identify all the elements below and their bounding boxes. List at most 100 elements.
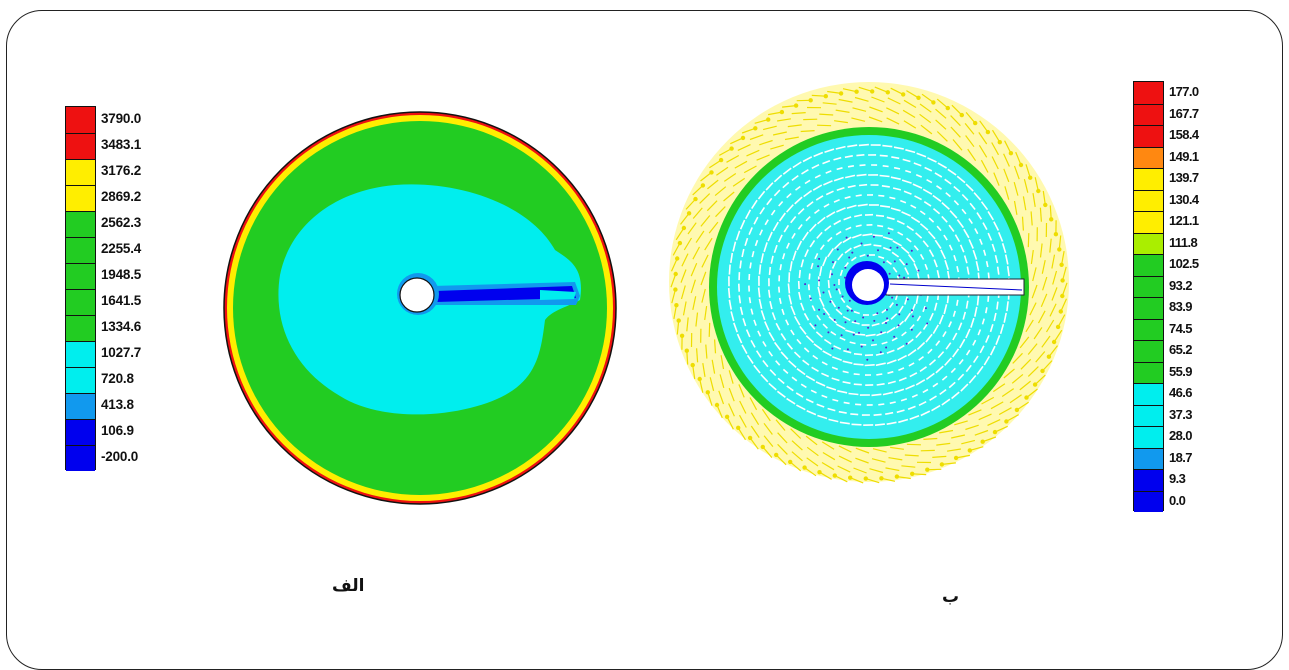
vector-streak (865, 365, 875, 366)
hub-vector-dot (818, 258, 820, 260)
vector-arrowhead (682, 226, 686, 230)
hub-vector-dot (873, 320, 875, 322)
vector-arrow (817, 125, 831, 126)
vector-arrowhead (729, 146, 733, 150)
hub-vector-dot (848, 257, 850, 259)
vector-streak (997, 302, 998, 310)
vector-arrowhead (1004, 419, 1008, 423)
hub-vector-dot (837, 249, 839, 251)
vector-streak (859, 145, 869, 146)
hub-vector-dot (854, 320, 856, 322)
hub-vector-dot (906, 263, 908, 265)
vector-streak (874, 414, 882, 415)
hub-vector-dot (818, 309, 820, 311)
vector-arrowhead (794, 103, 798, 107)
vector-streak (859, 185, 867, 186)
vector-arrowhead (973, 121, 977, 125)
hub-vector-dot (831, 273, 833, 275)
shaft-hole (400, 278, 434, 312)
velocity-plot-b (669, 82, 1069, 483)
vector-arrowhead (706, 390, 710, 394)
hub-vector-dot (846, 237, 848, 239)
hub-vector-dot (883, 261, 885, 263)
hub-vector-dot (810, 298, 812, 300)
vector-arrowhead (753, 126, 757, 130)
vector-arrowhead (715, 403, 719, 407)
vector-arrowhead (1054, 232, 1058, 236)
hub-vector-dot (823, 313, 825, 315)
vector-streak (880, 176, 890, 177)
vector-arrowhead (677, 318, 681, 322)
vector-streak (882, 186, 890, 187)
vector-streak (860, 165, 866, 166)
vector-arrowhead (824, 94, 828, 98)
hub-vector-dot (898, 324, 900, 326)
vector-arrowhead (901, 92, 905, 96)
vector-arrowhead (1009, 151, 1013, 155)
hub-vector-dot (845, 321, 847, 323)
hub-vector-dot (838, 307, 840, 309)
vector-arrowhead (691, 363, 695, 367)
vector-streak (855, 334, 865, 335)
hub-vector-dot (861, 243, 863, 245)
vector-streak (863, 244, 871, 245)
vector-arrowhead (1060, 278, 1064, 282)
vector-arrowhead (766, 117, 770, 121)
vector-streak (809, 274, 810, 280)
vector-streak (874, 245, 882, 246)
vector-streak (854, 364, 864, 365)
vector-streak (788, 284, 789, 294)
vector-arrowhead (1047, 355, 1051, 359)
hub-vector-dot (907, 298, 909, 300)
vector-arrowhead (879, 476, 883, 480)
vector-streak (878, 404, 884, 405)
vector-arrowhead (870, 89, 874, 93)
vector-streak (998, 267, 999, 275)
vector-streak (760, 265, 761, 275)
vector-streak (957, 300, 958, 306)
vector-arrowhead (1056, 325, 1060, 329)
vector-arrowhead (848, 476, 852, 480)
hub-vector-dot (888, 232, 890, 234)
vector-streak (854, 374, 860, 375)
hub-vector-dot (911, 309, 913, 311)
hub-vector-dot (866, 359, 868, 361)
vector-arrowhead (673, 287, 677, 291)
hub-vector-dot (872, 339, 874, 341)
hub-vector-dot (804, 283, 806, 285)
hub-vector-dot (844, 267, 846, 269)
hub-vector-dot (853, 334, 855, 336)
vector-streak (986, 307, 987, 313)
contour-plots (0, 0, 1289, 645)
vector-streak (844, 402, 850, 403)
vector-arrowhead (968, 448, 972, 452)
vector-streak (779, 287, 780, 293)
vector-streak (875, 424, 885, 425)
hub-vector-dot (836, 288, 838, 290)
vector-streak (876, 215, 884, 216)
vector-streak (854, 384, 862, 385)
vector-streak (780, 264, 781, 270)
vector-streak (852, 424, 862, 425)
hub-vector-dot (894, 260, 896, 262)
vector-arrowhead (1024, 395, 1028, 399)
hub-vector-dot (833, 284, 835, 286)
vector-arrowhead (802, 465, 806, 469)
vector-arrowhead (674, 303, 678, 307)
vector-arrowhead (809, 98, 813, 102)
hub-vector-dot (858, 332, 860, 334)
hub-vector-dot (831, 348, 833, 350)
hub-vector-dot (911, 250, 913, 252)
hub-vector-dot (849, 300, 851, 302)
vector-streak (740, 261, 741, 269)
hub-vector-dot (851, 252, 853, 254)
vector-arrowhead (916, 96, 920, 100)
vector-streak (856, 155, 864, 156)
vector-streak (876, 374, 882, 375)
vector-arrowhead (725, 415, 729, 419)
vector-streak (872, 394, 882, 395)
vector-arrowhead (946, 106, 950, 110)
panel-label-a: الف (332, 576, 364, 596)
vector-arrowhead (748, 436, 752, 440)
panel-label-b: ب (942, 587, 959, 607)
